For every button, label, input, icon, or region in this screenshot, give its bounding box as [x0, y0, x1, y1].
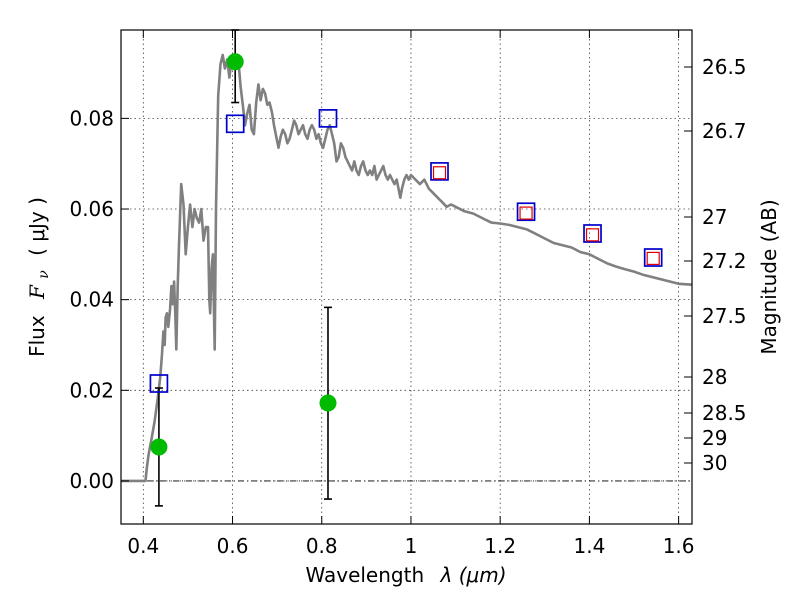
y-axis-label-text: Flux [25, 315, 49, 357]
blue-square-marker [643, 248, 663, 267]
y-axis-label-sub: ν [36, 270, 52, 279]
magnitude-tick-label: 28.5 [702, 401, 747, 425]
magnitude-tick-label: 28 [702, 365, 727, 389]
x-ticks: 0.4 0.6 0.8 1 1.2 1.4 1.6 [127, 30, 695, 558]
y-tick-label: 0.08 [69, 106, 114, 130]
magnitude-tick-label: 26.5 [702, 55, 747, 79]
x-tick-label: 1.6 [663, 534, 695, 558]
y-tick-label: 0.06 [69, 197, 114, 221]
red-square-marker [519, 206, 533, 220]
blue-square-marker [225, 114, 245, 134]
x-tick-label: 0.6 [217, 534, 249, 558]
blue-square-marker [583, 224, 602, 243]
magnitude-tick-label: 29 [702, 426, 727, 450]
blue-square-marker [149, 374, 169, 393]
magnitude-tick-label: 26.7 [702, 119, 747, 143]
y-tick-label: 0.00 [69, 469, 114, 493]
x-tick-label: 1.2 [484, 534, 516, 558]
blue-square-marker [516, 202, 536, 222]
red-square-marker [432, 166, 447, 180]
markers [149, 53, 663, 456]
x-axis-label-math: λ (μm) [440, 563, 507, 587]
grid [121, 30, 692, 524]
x-tick-label: 1.4 [573, 534, 605, 558]
red-square-marker [585, 228, 600, 242]
magnitude-axis-label: Magnitude (AB) [757, 199, 781, 354]
y-axis-label-symbol: F [25, 284, 49, 300]
y-axis-label: Flux F ν ( μJy ) [25, 197, 53, 357]
y-axis-label-unit: ( μJy ) [25, 197, 49, 256]
model-spectrum-line [121, 53, 693, 483]
magnitude-tick-label: 27.2 [702, 249, 747, 273]
x-tick-label: 0.4 [127, 534, 159, 558]
blue-square-marker [318, 109, 338, 128]
model-spectrum [121, 53, 693, 483]
x-tick-label: 0.8 [306, 534, 338, 558]
detection-marker [319, 394, 337, 412]
x-axis-label-text: Wavelength [305, 563, 424, 587]
detection-marker [150, 438, 168, 456]
magnitude-tick-label: 27 [702, 205, 727, 229]
blue-square-marker [430, 162, 449, 181]
y-tick-label: 0.04 [69, 288, 114, 312]
y-tick-label: 0.02 [69, 378, 114, 402]
x-tick-label: 1 [405, 534, 418, 558]
x-axis-label: Wavelength λ (μm) [305, 563, 506, 587]
detection-marker [226, 53, 244, 71]
y-ticks: 0.00 0.02 0.04 0.06 0.08 [69, 106, 129, 493]
magnitude-tick-label: 30 [702, 451, 727, 475]
red-square-marker [646, 251, 660, 266]
plot-frame [120, 29, 693, 525]
magnitude-tick-label: 27.5 [702, 304, 747, 328]
